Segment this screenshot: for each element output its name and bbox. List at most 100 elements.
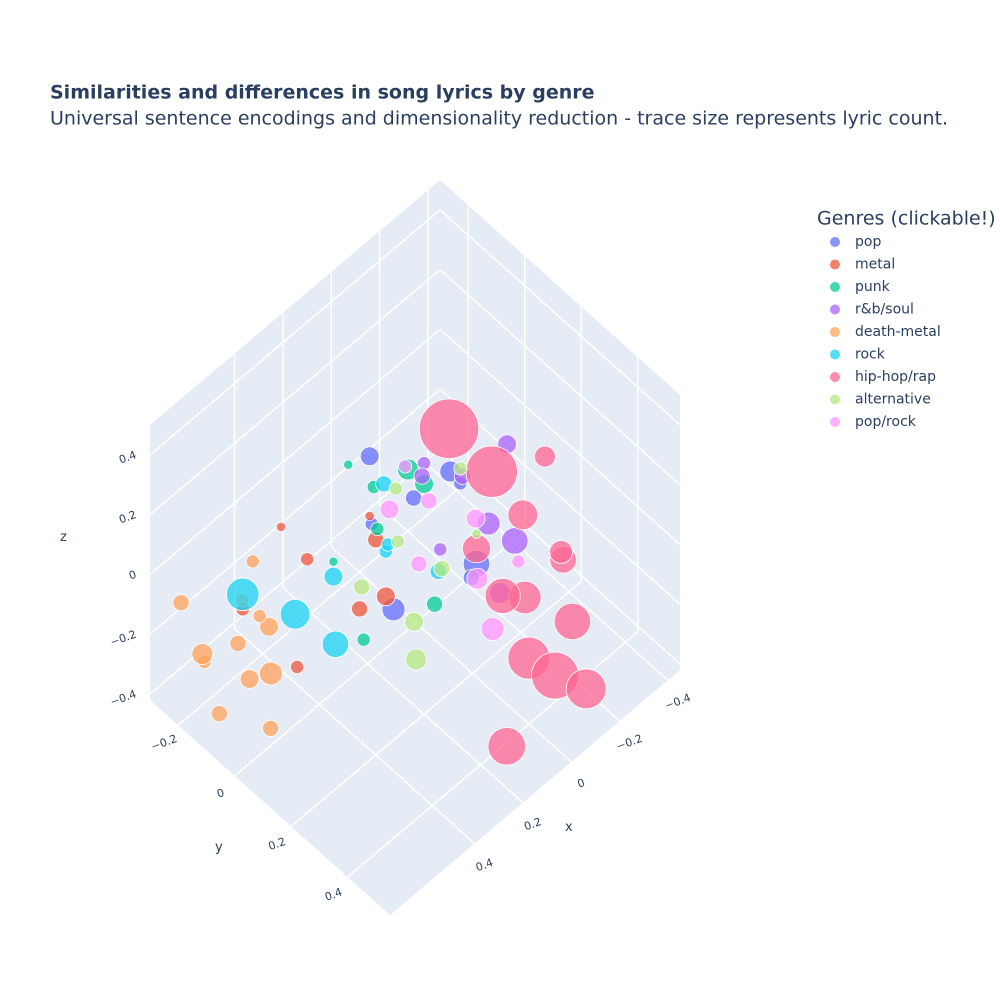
point <box>239 669 260 689</box>
point <box>356 632 371 647</box>
grid-line <box>149 269 441 516</box>
point <box>404 611 424 632</box>
legend-item[interactable]: alternative <box>830 392 931 408</box>
point <box>323 566 344 587</box>
legend-marker <box>830 259 840 270</box>
point <box>398 459 413 474</box>
point <box>390 534 405 549</box>
point <box>229 634 247 652</box>
grid-line <box>290 580 582 828</box>
point <box>275 521 287 532</box>
tick-label: 0.4 <box>474 856 495 874</box>
point <box>226 577 260 612</box>
point <box>565 668 607 710</box>
legend-item[interactable]: metal <box>830 257 895 273</box>
point <box>417 456 432 471</box>
legend-label: death-metal <box>855 324 941 340</box>
point <box>480 617 505 641</box>
legend-title: Genres (clickable!) <box>817 208 996 230</box>
point <box>553 602 592 641</box>
grid-line <box>439 328 681 546</box>
legend-item[interactable]: punk <box>830 279 891 295</box>
chart-subtitle: Universal sentence encodings and dimensi… <box>50 108 948 130</box>
tick-label: 0 <box>215 786 226 801</box>
legend-marker <box>830 327 840 337</box>
legend-label: pop <box>855 234 881 250</box>
legend-marker <box>830 417 840 427</box>
point <box>410 555 428 573</box>
point <box>433 542 448 557</box>
grid-line <box>427 464 669 681</box>
point <box>413 467 431 485</box>
point <box>405 648 427 671</box>
legend-label: alternative <box>855 392 931 408</box>
point <box>351 600 369 618</box>
grid-line <box>439 209 681 426</box>
legend-item[interactable]: pop/rock <box>830 414 917 430</box>
point <box>465 445 518 498</box>
point <box>259 661 283 686</box>
point <box>376 586 396 607</box>
point <box>466 567 489 590</box>
legend-item[interactable]: death-metal <box>830 324 941 340</box>
tick-label: 0 <box>127 568 138 583</box>
point <box>191 643 214 665</box>
legend-label: r&b/soul <box>855 302 914 318</box>
point <box>172 594 190 612</box>
tick-label: 0.2 <box>117 508 138 526</box>
grid-line <box>177 479 469 726</box>
legend-label: metal <box>855 257 895 273</box>
point <box>484 577 521 614</box>
tick-label: −0.2 <box>108 628 138 649</box>
grid-line <box>149 328 441 576</box>
grid-line <box>149 209 441 456</box>
legend-item[interactable]: pop <box>830 234 881 250</box>
legend-label: rock <box>855 347 886 363</box>
point <box>501 527 529 555</box>
point <box>549 540 573 564</box>
tick-label: 0.2 <box>267 835 288 853</box>
legend-item[interactable]: rock <box>830 347 886 363</box>
point <box>279 598 311 630</box>
point <box>245 554 260 569</box>
legend-marker <box>830 394 840 405</box>
legend-item[interactable]: hip-hop/rap <box>830 369 936 385</box>
point <box>370 521 385 537</box>
point <box>300 552 315 567</box>
point <box>290 659 305 675</box>
point <box>328 556 339 567</box>
point <box>420 492 438 510</box>
legend-item[interactable]: r&b/soul <box>830 302 914 318</box>
point <box>343 459 354 470</box>
axis-title: x <box>565 820 573 835</box>
point <box>353 578 371 596</box>
point <box>534 445 556 468</box>
legend-label: hip-hop/rap <box>855 369 936 385</box>
grid-line <box>149 388 441 635</box>
point <box>259 616 279 637</box>
grid-line <box>282 587 524 804</box>
series <box>418 398 607 766</box>
series <box>172 554 283 737</box>
tick-label: −0.4 <box>663 691 693 712</box>
point <box>426 595 444 613</box>
legend-label: pop/rock <box>855 414 917 430</box>
side-pane <box>150 180 440 700</box>
point <box>507 499 539 531</box>
axis-title: y <box>215 840 223 855</box>
point <box>359 446 380 467</box>
back-pane <box>440 180 680 670</box>
point <box>465 508 486 529</box>
chart-title: Similarities and differences in song lyr… <box>50 82 595 104</box>
point <box>388 481 403 496</box>
legend-marker <box>830 304 840 315</box>
legend-label: punk <box>855 279 891 295</box>
series <box>353 461 482 671</box>
point <box>321 630 350 658</box>
grid-line <box>439 388 681 605</box>
axis-title: z <box>60 530 67 545</box>
floor-pane <box>150 455 680 915</box>
tick-label: −0.4 <box>108 687 138 708</box>
tick-label: −0.2 <box>615 732 645 753</box>
